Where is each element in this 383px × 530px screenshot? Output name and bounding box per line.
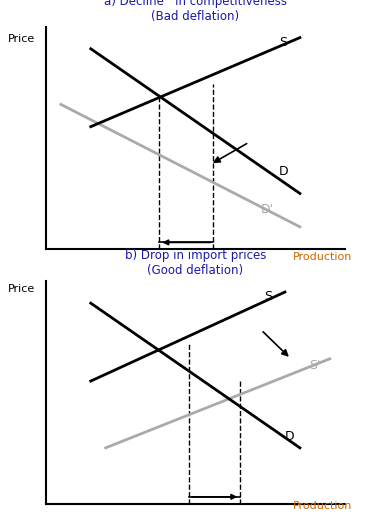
Text: D: D	[285, 430, 295, 443]
Text: Price: Price	[8, 34, 35, 45]
Title: b) Drop in import prices
(Good deflation): b) Drop in import prices (Good deflation…	[124, 249, 266, 277]
Text: D': D'	[261, 202, 274, 216]
Title: a) Decline   in competitiveness
(Bad deflation): a) Decline in competitiveness (Bad defla…	[104, 0, 287, 23]
Text: S: S	[279, 36, 287, 49]
Text: Production: Production	[293, 501, 352, 511]
Text: Price: Price	[8, 284, 35, 294]
Text: S': S'	[309, 359, 320, 372]
Text: Production: Production	[293, 252, 352, 262]
Text: D: D	[279, 165, 289, 178]
Text: S: S	[264, 290, 272, 303]
